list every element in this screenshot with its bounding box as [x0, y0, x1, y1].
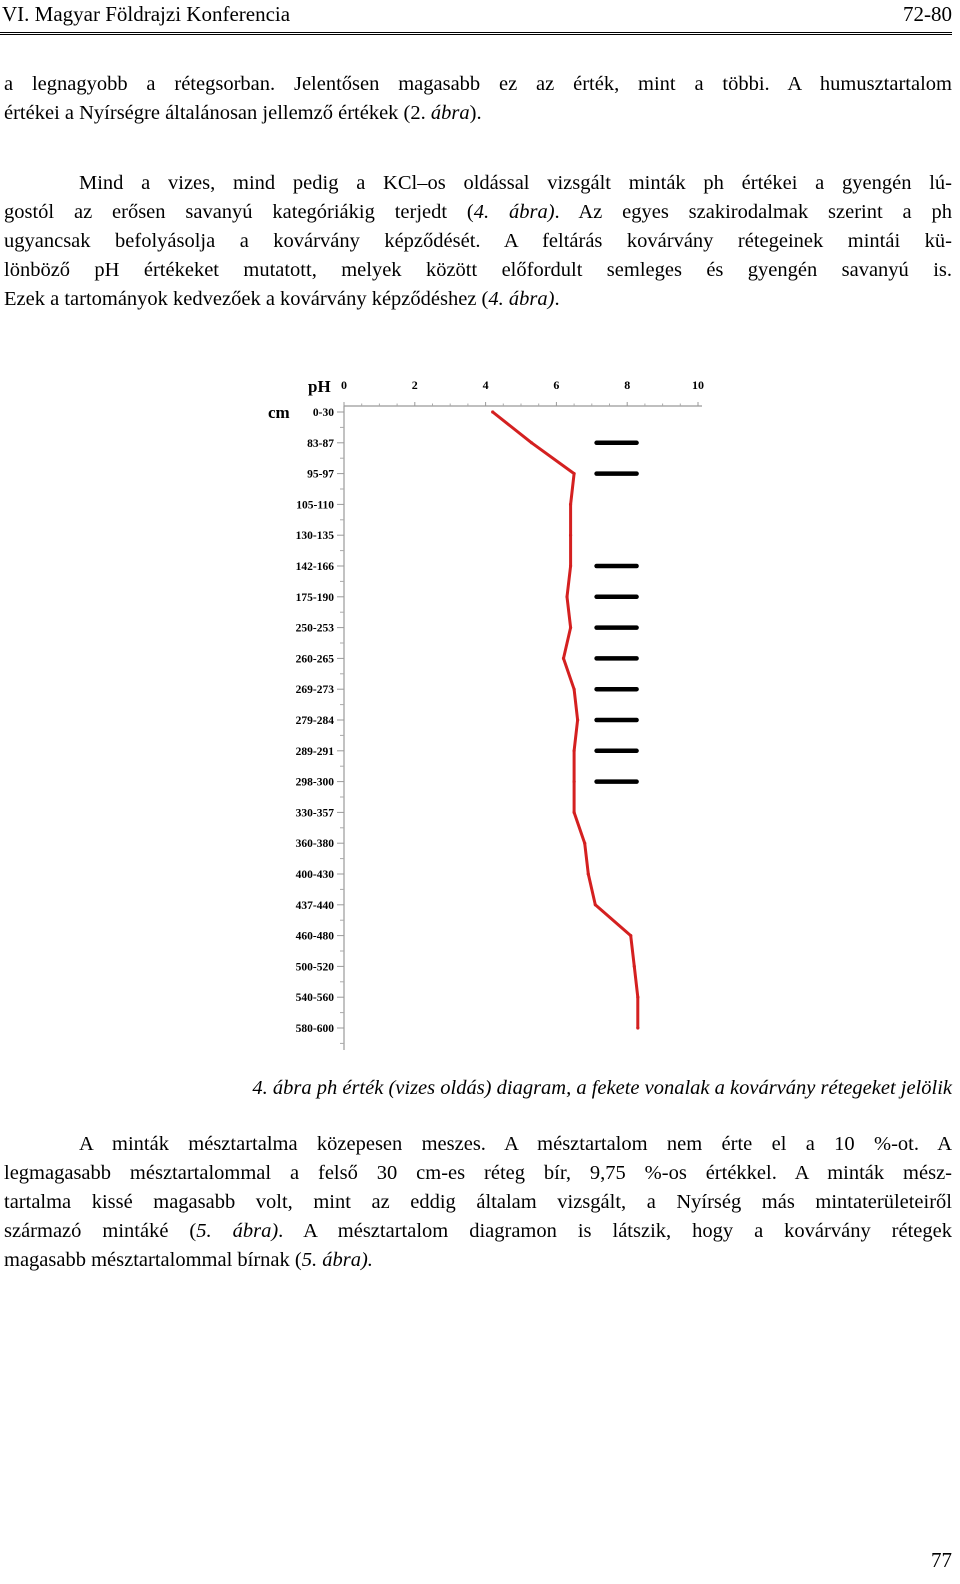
text-line: a legnagyobb a rétegsorban. Jelentősen m… — [4, 73, 952, 95]
y-tick-label: 580-600 — [296, 1023, 335, 1035]
y-tick-label: 400-430 — [296, 869, 335, 881]
y-axis-label: cm — [268, 403, 290, 422]
ph-data-point — [572, 472, 576, 476]
y-tick-label: 105-110 — [296, 499, 334, 511]
y-tick-label: 130-135 — [296, 530, 335, 542]
figure-caption: 4. ábra ph érték (vizes oldás) diagram, … — [252, 1077, 952, 1099]
ph-depth-chart: pH cm 0 2 4 6 8 10 0-30 83-87 95-97 105-110 130-13… — [268, 377, 704, 1050]
figure-ref: ábra — [430, 102, 470, 124]
ph-data-point — [636, 1026, 640, 1030]
x-tick-label: 0 — [341, 378, 347, 392]
y-tick-label: 95-97 — [307, 469, 334, 481]
ph-data-point — [572, 749, 576, 753]
x-axis-label: pH — [308, 377, 331, 396]
text-line: Mind a vizes, mind pedig a KCl–os oldáss… — [79, 172, 952, 194]
ph-data-point — [568, 626, 573, 630]
y-tick-label: 500-520 — [296, 961, 335, 973]
running-header: VI. Magyar Földrajzi Konferencia 72-80 — [0, 0, 952, 35]
text-line: lönböző pH értékeket mutatott, melyek kö… — [4, 259, 952, 281]
y-tick-label: 142-166 — [296, 561, 335, 573]
ph-data-point — [629, 934, 633, 938]
ph-data-point — [561, 656, 566, 661]
ph-data-point — [530, 441, 534, 445]
y-tick-label: 260-265 — [296, 653, 335, 665]
figure-ref: 5. ábra). — [301, 1249, 373, 1271]
y-tick-label: 175-190 — [296, 592, 335, 604]
ph-data-point — [568, 564, 573, 568]
figure-ref: 4. ábra) — [473, 201, 555, 223]
ph-data-point — [572, 687, 576, 691]
ph-data-point — [568, 502, 573, 506]
text-line: gostól az erősen savanyú kategóriákig te… — [4, 201, 952, 223]
page-number: 77 — [931, 1548, 952, 1572]
text-line: ugyancsak befolyásolja a kovárvány képző… — [4, 230, 952, 252]
header-rule — [0, 32, 952, 35]
ph-data-point — [576, 718, 580, 722]
ph-data-point — [572, 810, 576, 815]
ph-data-point — [636, 995, 640, 999]
y-tick-label: 269-273 — [296, 684, 335, 696]
ph-data-point — [586, 872, 590, 876]
y-tick-label: 460-480 — [296, 931, 335, 943]
paragraph-2: Mind a vizes, mind pedig a KCl–os oldáss… — [4, 169, 952, 314]
y-tick-label: 250-253 — [296, 623, 335, 635]
y-tick-label: 360-380 — [296, 838, 335, 850]
ph-data-point — [572, 780, 576, 784]
paragraph-1: a legnagyobb a rétegsorban. Jelentősen m… — [4, 70, 952, 128]
ph-data-point — [593, 903, 597, 907]
text-line: Ezek a tartományok kedvezőek a kovárvány… — [4, 288, 560, 310]
text-line: tartalma kissé magasabb volt, mint az ed… — [4, 1191, 952, 1213]
text-line: magasabb mésztartalommal bírnak (5. ábra… — [4, 1249, 373, 1271]
y-tick-label: 437-440 — [296, 900, 335, 912]
ph-data-point — [583, 841, 587, 845]
page-range: 72-80 — [903, 2, 952, 26]
y-tick-label: 330-357 — [296, 807, 335, 819]
y-tick-label: 83-87 — [307, 438, 334, 450]
text-line: értékei a Nyírségre általánosan jellemző… — [4, 102, 482, 124]
ph-data-point — [565, 595, 569, 599]
figure-ref: 5. ábra) — [196, 1220, 279, 1242]
x-tick-label: 4 — [483, 378, 489, 392]
text-line: legmagasabb mésztartalommal a felső 30 c… — [4, 1162, 952, 1184]
y-tick-label: 0-30 — [313, 407, 334, 419]
y-tick-label: 298-300 — [296, 777, 335, 789]
x-tick-label: 8 — [624, 378, 630, 392]
y-tick-label: 289-291 — [296, 746, 335, 758]
text-line: A minták mésztartalma közepesen meszes. … — [79, 1133, 952, 1155]
ph-data-point — [491, 410, 495, 414]
x-tick-label: 6 — [553, 378, 559, 392]
y-tick-label: 279-284 — [296, 715, 335, 727]
x-tick-label: 2 — [412, 378, 418, 392]
ph-data-point — [568, 533, 573, 537]
conference-title: VI. Magyar Földrajzi Konferencia — [2, 2, 291, 26]
figure-ref: 4. ábra) — [488, 288, 555, 310]
y-tick-label: 540-560 — [296, 992, 335, 1004]
paragraph-3: A minták mésztartalma közepesen meszes. … — [4, 1130, 952, 1275]
x-tick-label: 10 — [692, 378, 704, 392]
ph-data-point — [632, 964, 636, 969]
text-line: származó mintáké (5. ábra). A mésztartal… — [4, 1220, 953, 1242]
